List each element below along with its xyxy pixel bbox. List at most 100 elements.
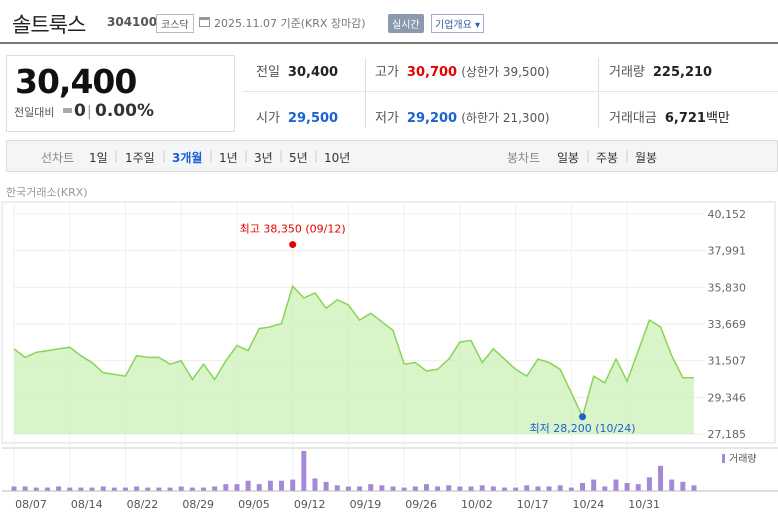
stock-code: 304100 [107,15,158,29]
realtime-button[interactable]: 실시간 [388,14,424,33]
volume-bar [245,480,251,491]
y-tick-label: 40,152 [708,208,747,221]
period-3m[interactable]: 3개월 [172,151,203,165]
volume-bar [546,486,552,491]
volume-bar [111,487,117,491]
volume-bar [412,486,418,491]
high-annotation: 최고 38,350 (09/12) [240,223,346,236]
candle-weekly[interactable]: 주봉 [596,151,619,165]
volume-bar [535,486,541,491]
prev-close-label: 전일 [256,65,280,80]
x-tick-label: 08/14 [71,498,103,511]
volume-bar [134,486,140,491]
volume-legend-swatch [722,454,725,463]
separator: | [209,149,214,163]
divider [598,58,599,128]
volume-bar [67,487,73,491]
high-value: 30,700 [406,65,458,80]
volume-bar [334,485,340,491]
stock-name: 솔트룩스 [12,13,86,37]
upper-limit: (상한가 39,500) [461,65,550,79]
volume-bar [580,483,586,491]
volume-bar [568,487,574,491]
volume-bar [646,477,652,491]
open-label: 시가 [256,111,280,126]
period-5y[interactable]: 5년 [289,151,308,165]
date-text: 2025.11.07 기준(KRX 장마감) [214,17,366,30]
candle-monthly[interactable]: 월봉 [635,151,658,165]
period-1d[interactable]: 1일 [89,151,108,165]
period-1w[interactable]: 1주일 [125,151,155,165]
prev-close: 전일 30,400 [256,61,338,80]
prev-close-value: 30,400 [287,65,339,80]
volume-value: 225,210 [652,65,713,80]
volume-bar [256,484,262,491]
price-box: 30,400 전일대비 0 | 0.00% [6,55,235,132]
change-pct: 0.00% [95,101,154,121]
volume-bar [591,479,597,491]
volume-bar [468,486,474,491]
separator: | [625,149,630,163]
line-chart-label: 선차트 [41,151,75,165]
period-3y[interactable]: 3년 [254,151,273,165]
amount-unit: 백만 [705,111,730,126]
volume-bar [323,481,329,491]
volume-bar [457,486,463,491]
change-divider: | [87,104,92,120]
volume-bar [11,486,17,491]
open-price: 시가 29,500 [256,107,338,126]
volume-bar [189,487,195,491]
y-tick-label: 27,185 [708,428,747,441]
x-tick-label: 10/02 [461,498,493,511]
y-tick-label: 35,830 [708,281,747,294]
y-tick-label: 29,346 [708,391,747,404]
x-tick-label: 10/24 [573,498,605,511]
lower-limit: (하한가 21,300) [461,111,550,125]
high-marker [289,241,297,249]
volume-bar [223,484,229,491]
volume-bar [490,486,496,491]
volume-bar [524,485,530,491]
flat-icon [63,108,72,113]
x-tick-label: 08/22 [127,498,159,511]
volume-bar [345,486,351,491]
candle-daily[interactable]: 일봉 [557,151,580,165]
x-tick-label: 10/17 [517,498,549,511]
x-tick-label: 10/31 [628,498,660,511]
volume-bar [691,485,697,491]
volume-bar [357,486,363,491]
volume-bar [33,487,39,491]
high-price: 고가 30,700 (상한가 39,500) [375,61,550,80]
amount-value: 6,721 [664,111,706,126]
period-10y[interactable]: 10년 [324,151,351,165]
y-tick-label: 37,991 [708,245,747,258]
volume-label: 거래량 [609,65,645,80]
volume-bar [301,451,307,491]
price-area [14,286,694,434]
stock-header: 솔트룩스 304100 코스닥 2025.11.07 기준(KRX 장마감) 실… [0,0,778,44]
volume-bar [22,486,28,491]
period-bar: 선차트 1일 | 1주일 | 3개월 | 1년 | 3년 | 5년 | 10년 … [6,140,778,172]
exchange-label: 한국거래소(KRX) [6,186,88,199]
separator: | [314,149,319,163]
volume-bar [435,486,441,491]
volume-bar [635,484,641,491]
period-1y[interactable]: 1년 [219,151,238,165]
divider [243,91,778,92]
x-tick-label: 09/19 [350,498,382,511]
volume-bar [212,486,218,491]
company-info-button[interactable]: 기업개요 ▾ [431,14,484,33]
low-label: 저가 [375,111,399,126]
volume-bar [613,479,619,491]
separator: | [586,149,591,163]
x-tick-label: 09/26 [405,498,437,511]
price-line [13,284,694,419]
current-price: 30,400 [15,62,137,101]
separator: | [279,149,284,163]
volume-bar [56,486,62,491]
candle-chart-label: 봉차트 [507,151,541,165]
volume-bar [680,481,686,491]
volume-legend: 거래량 [729,453,757,465]
volume-bar [89,487,95,491]
